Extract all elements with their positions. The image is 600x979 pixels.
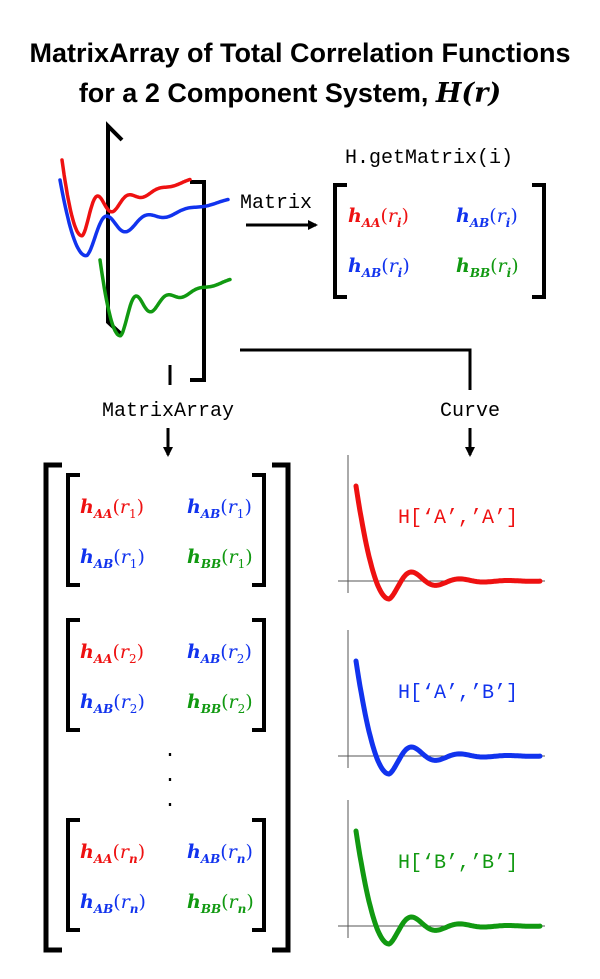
- curve-plot-line: [353, 483, 543, 602]
- matrix-bracket-left: [333, 183, 347, 299]
- array-block-bracket-right: [252, 818, 266, 932]
- curve-plot-line: [353, 658, 543, 777]
- array-cell-aa: hAA(r1): [80, 496, 144, 521]
- array-block-bracket-right: [252, 618, 266, 732]
- array-cell-ab-top: hAB(rn): [187, 841, 253, 866]
- matrix-cell-ab-top: hAB(ri): [456, 205, 518, 230]
- array-cell-ab-bottom: hAB(rn): [80, 891, 146, 916]
- stack-bracket-right: [190, 180, 206, 382]
- array-cell-ab-bottom: hAB(r2): [80, 691, 145, 716]
- curve-plots: H[‘A’,’A’] H[‘A’,’B’] H[‘B’,’B’]: [338, 455, 545, 947]
- matrix-cell-bb: hBB(ri): [456, 255, 519, 280]
- matrix-array: hAA(r1) hAB(r1) hAB(r1) hBB(r1) hAA(r2) hAB(r…: [43, 462, 291, 953]
- matrix-cell-aa: hAA(ri): [348, 205, 409, 230]
- matrix-cell-ab-bottom: hAB(ri): [348, 255, 410, 280]
- array-block-bracket-right: [252, 473, 266, 587]
- matrix-label: Matrix: [240, 192, 312, 215]
- ellipsis-dot-3: ·: [164, 794, 176, 817]
- curve-connector: [240, 348, 472, 390]
- stack-curve-ab: [58, 178, 230, 258]
- ellipsis-dot-2: ·: [164, 769, 176, 792]
- array-block-bracket-left: [66, 818, 80, 932]
- title-line-1: MatrixArray of Total Correlation Functio…: [29, 38, 570, 68]
- curve-label: Curve: [440, 400, 500, 423]
- get-matrix-label: H.getMatrix(i): [345, 147, 513, 170]
- array-cell-ab-bottom: hAB(r1): [80, 546, 145, 571]
- curve-plot-label: H[‘B’,’B’]: [398, 852, 518, 875]
- array-block-bracket-left: [66, 473, 80, 587]
- stack-curve-bb: [98, 258, 232, 338]
- array-bracket-right: [272, 462, 291, 953]
- curve-plot-line: [353, 828, 543, 947]
- curve-plot-label: H[‘A’,’B’]: [398, 682, 518, 705]
- matrix-array-label: MatrixArray: [102, 400, 234, 423]
- single-matrix: hAA(ri) hAB(ri) hAB(ri) hBB(ri): [333, 183, 546, 299]
- array-cell-bb: hBB(rn): [187, 891, 254, 916]
- array-cell-aa: hAA(r2): [80, 641, 144, 666]
- array-cell-ab-top: hAB(r1): [187, 496, 252, 521]
- stack-curve-aa: [60, 158, 192, 238]
- curve-plot-label: H[‘A’,’A’]: [398, 507, 518, 530]
- array-cell-bb: hBB(r2): [187, 691, 253, 716]
- array-cell-ab-top: hAB(r2): [187, 641, 252, 666]
- title-line-2: for a 2 Component System, H(r): [79, 78, 501, 109]
- array-block-bracket-left: [66, 618, 80, 732]
- matrix-bracket-right: [532, 183, 546, 299]
- stacked-curves: [58, 121, 232, 382]
- ellipsis-dot-1: ·: [164, 744, 176, 767]
- array-cell-bb: hBB(r1): [187, 546, 253, 571]
- array-cell-aa: hAA(rn): [80, 841, 145, 866]
- array-bracket-left: [43, 462, 62, 953]
